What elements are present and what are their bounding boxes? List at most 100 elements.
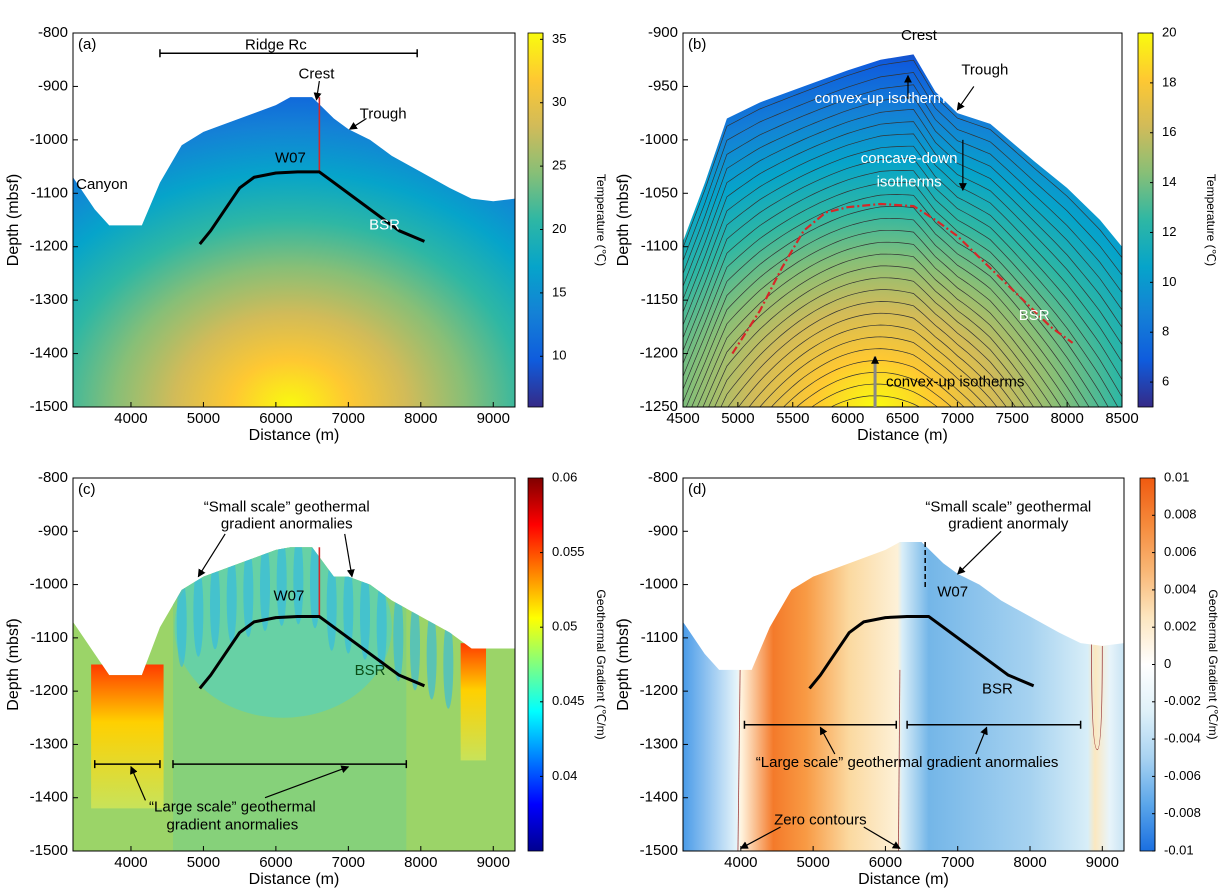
panel: 4000 5000 6000 7000 8000 9000 -1500 -1400 -1300 -…: [5, 469, 608, 888]
isotherm: [683, 121, 1122, 345]
field-fill: [393, 591, 404, 682]
arrow: [344, 533, 355, 578]
colorbar-tick-label: 0.002: [1164, 619, 1197, 634]
colorbar: [527, 32, 544, 408]
x-tick-label: 7000: [332, 410, 365, 427]
field: [683, 541, 1124, 851]
field-fill: [91, 664, 164, 809]
y-axis-label: Depth (mbsf): [5, 618, 22, 710]
colorbar-tick-label: 35: [552, 31, 566, 46]
y-tick-label: -1150: [641, 291, 678, 308]
annotation: “Large scale” geothermal: [149, 798, 316, 815]
bracket: [159, 49, 418, 58]
y-tick-label: -1000: [30, 131, 68, 148]
x-tick-label: 8000: [1013, 854, 1046, 871]
y-axis-label: Depth (mbsf): [615, 174, 632, 266]
isotherm: [683, 96, 1122, 311]
isotherm: [683, 170, 1122, 407]
y-axis-label: Depth (mbsf): [5, 174, 22, 266]
x-tick-label: 9000: [477, 410, 510, 427]
arrow: [957, 530, 1002, 575]
isotherm: [683, 265, 1122, 407]
y-tick-label: -800: [38, 469, 68, 486]
colorbar-tick-label: 0.008: [1164, 507, 1197, 522]
annotation: isotherms: [877, 174, 942, 191]
series-label: BSR: [982, 681, 1013, 698]
colorbar-tick-label: -0.002: [1164, 693, 1201, 708]
x-tick-label: 9000: [1086, 854, 1119, 871]
x-tick-label: 8000: [404, 410, 437, 427]
arrow: [130, 765, 147, 801]
field-fill: [410, 600, 421, 691]
arrow: [348, 117, 367, 130]
y-tick-label: -1200: [640, 345, 678, 362]
field-fill: [683, 541, 1124, 851]
colorbar-label: Geothermal Gradient (℃/m): [1206, 589, 1220, 739]
isotherm: [683, 241, 1122, 407]
colorbar-tick-label: 0.006: [1164, 544, 1197, 559]
colorbar-tick-label: 18: [1162, 74, 1176, 89]
annotation: “Small scale” geothermal: [925, 498, 1091, 515]
field-fill: [326, 560, 337, 651]
colorbar-tick-label: 20: [552, 221, 566, 236]
series-label: BSR: [355, 662, 386, 679]
colorbar-tick-label: 0.055: [552, 544, 585, 559]
x-tick-label: 6500: [886, 410, 919, 427]
x-axis-label: Distance (m): [858, 871, 949, 888]
colorbar-tick-label: 6: [1162, 374, 1169, 389]
isotherm: [683, 371, 1122, 407]
field-fill: [343, 563, 354, 654]
arrow: [197, 533, 226, 578]
y-tick-label: -1400: [30, 345, 68, 362]
y-tick-label: -1300: [30, 735, 68, 752]
field-fill: [260, 547, 271, 631]
zero-contour: [898, 669, 901, 851]
colorbar-tick-label: 0.01: [1164, 469, 1189, 484]
bracket: [906, 720, 1082, 729]
zero-contour: [737, 669, 741, 851]
y-tick-label: -900: [38, 522, 68, 539]
colorbar-tick-label: -0.006: [1164, 768, 1201, 783]
colorbar-tick-label: 0.05: [552, 619, 577, 634]
y-tick-label: -1300: [640, 735, 678, 752]
y-tick-label: -900: [648, 24, 678, 41]
field-fill: [243, 547, 254, 638]
isotherm: [683, 158, 1122, 398]
bracket: [93, 760, 161, 769]
field-fill: [73, 97, 515, 407]
colorbar-tick-label: 0.06: [552, 469, 577, 484]
x-tick-label: 6000: [259, 854, 292, 871]
panel-label: (a): [78, 36, 96, 53]
annotation: Crest: [299, 66, 336, 83]
isotherm: [683, 253, 1122, 407]
y-axis-label: Depth (mbsf): [615, 618, 632, 710]
x-tick-label: 5500: [776, 410, 809, 427]
colorbar-tick-label: 10: [552, 348, 566, 363]
annotation: “Large scale” geothermal gradient anorma…: [756, 754, 1059, 771]
arrow: [313, 80, 322, 101]
annotation: Zero contours: [774, 812, 867, 829]
x-tick-label: 6000: [869, 854, 902, 871]
annotation: Trough: [961, 61, 1008, 78]
field-fill: [226, 553, 237, 644]
colorbar-tick-label: 0: [1164, 656, 1171, 671]
field-fill: [426, 609, 437, 700]
isotherm: [683, 360, 1122, 407]
well-label: W07: [274, 587, 305, 604]
x-tick-label: 7000: [332, 854, 365, 871]
y-tick-label: -800: [38, 24, 68, 41]
colorbar: [527, 477, 544, 852]
isotherm: [683, 336, 1122, 407]
y-tick-label: -1200: [30, 682, 68, 699]
isotherm: [683, 84, 1122, 293]
isotherm: [683, 301, 1122, 407]
field-fill: [310, 547, 321, 629]
isotherm: [683, 383, 1122, 407]
x-tick-label: 4500: [666, 410, 699, 427]
colorbar-tick-label: 10: [1162, 274, 1176, 289]
y-tick-label: -1200: [30, 238, 68, 255]
x-axis-label: Distance (m): [249, 871, 340, 888]
well-label: W07: [937, 584, 968, 601]
annotation: gradient anormalies: [221, 515, 353, 532]
